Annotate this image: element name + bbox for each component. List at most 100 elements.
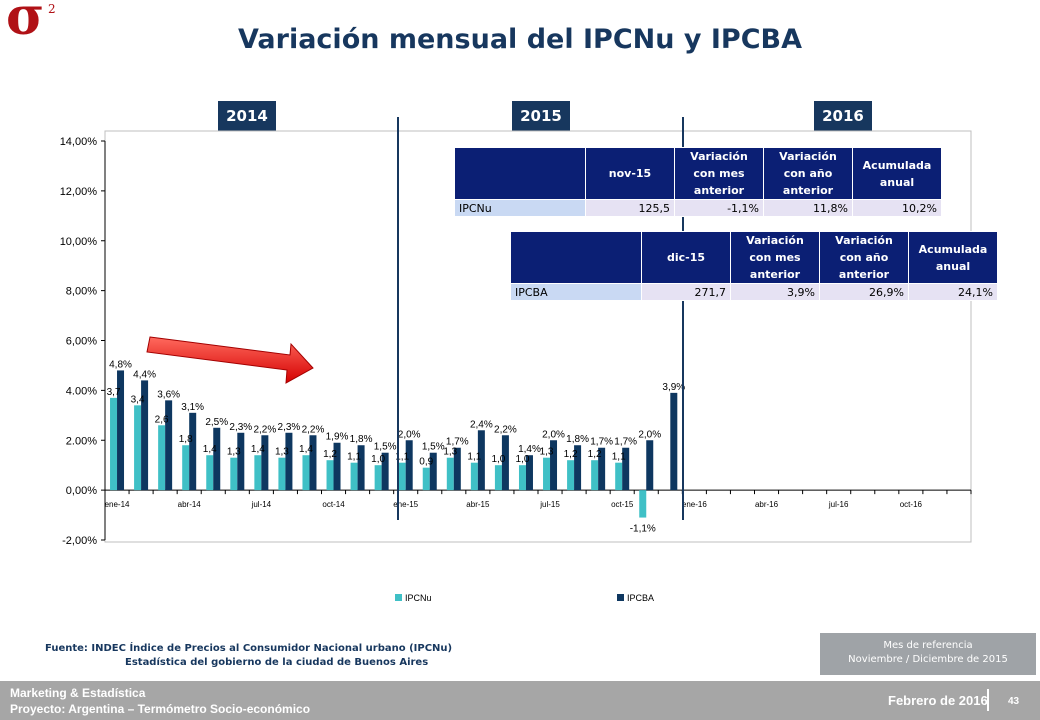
bar-ipcba — [261, 435, 269, 491]
ipcnu-table: nov-15 Variación con mes anterior Variac… — [454, 147, 942, 217]
bar-ipcnu — [110, 397, 118, 491]
bar-ipcnu — [134, 405, 142, 491]
data-label-ipcnu: 1,3 — [540, 447, 554, 458]
bar-ipcba — [381, 452, 389, 491]
bar-ipcba — [622, 447, 630, 491]
y-tick-label: -2,00% — [62, 535, 97, 547]
ipcba-header-mes: Variación con mes anterior — [730, 231, 820, 284]
footer-line-2: Proyecto: Argentina – Termómetro Socio-e… — [10, 702, 311, 716]
bar-ipcba — [237, 432, 245, 491]
bar-ipcba — [574, 445, 582, 491]
x-tick-label: jul-14 — [251, 500, 272, 509]
bar-ipcba — [165, 400, 173, 491]
bar-ipcba — [141, 380, 149, 491]
bar-ipcnu — [470, 462, 478, 491]
bar-ipcnu — [254, 455, 262, 491]
data-label-ipcba: 4,8% — [109, 359, 132, 370]
year-label-2015: 2015 — [512, 101, 570, 131]
data-label-ipcba: 1,7% — [446, 437, 469, 448]
ipcba-header-period: dic-15 — [641, 231, 731, 284]
data-label-ipcba: 1,7% — [590, 437, 613, 448]
bar-ipcnu — [374, 465, 382, 491]
bar-ipcnu — [422, 467, 430, 491]
ipcnu-header-acum: Acumulada anual — [852, 147, 942, 200]
footer-bar: Marketing & Estadística Proyecto: Argent… — [0, 681, 1040, 720]
x-tick-label: oct-15 — [611, 500, 634, 509]
ipcnu-row-label: IPCNu — [454, 199, 586, 217]
footer-date: Febrero de 2016 — [888, 693, 988, 708]
bar-ipcnu — [615, 462, 623, 491]
x-tick-label: ene-14 — [105, 500, 130, 509]
data-label-ipcba: 2,4% — [470, 419, 493, 430]
bar-ipcba — [405, 440, 413, 491]
page-title: Variación mensual del IPCNu y IPCBA — [238, 24, 802, 55]
x-tick-label: abr-14 — [178, 500, 202, 509]
reference-line-2: Noviembre / Diciembre de 2015 — [848, 654, 1008, 665]
data-label-ipcnu: 1,3 — [275, 447, 289, 458]
data-label-ipcnu: 2,6 — [155, 414, 169, 425]
source-note: Fuente: INDEC Índice de Precios al Consu… — [45, 643, 452, 668]
trend-arrow — [146, 336, 314, 384]
x-tick-label: abr-15 — [466, 500, 490, 509]
data-label-ipcba: 1,9% — [326, 432, 349, 443]
data-label-ipcnu: 1,1 — [347, 452, 361, 463]
data-label-ipcba: 1,5% — [374, 442, 397, 453]
data-label-ipcba: 2,0% — [398, 429, 421, 440]
y-tick-label: 8,00% — [66, 286, 97, 298]
data-label-ipcba: 1,8% — [566, 434, 589, 445]
data-label-ipcnu: 1,1 — [467, 452, 481, 463]
footer-separator — [987, 689, 989, 711]
data-label-ipcba: 1,7% — [614, 437, 637, 448]
ipcba-header-acum: Acumulada anual — [908, 231, 998, 284]
ipcba-header-blank — [510, 231, 642, 284]
data-label-ipcnu: 1,1 — [612, 452, 626, 463]
data-label-ipcba: 2,0% — [638, 429, 661, 440]
data-label-ipcnu: 1,0 — [371, 454, 385, 465]
ipcnu-header-blank — [454, 147, 586, 200]
bar-ipcnu — [446, 457, 454, 491]
bar-ipcba — [550, 440, 558, 491]
legend-label-ipcba: IPCBA — [627, 593, 654, 603]
y-tick-label: 4.00% — [66, 385, 97, 397]
ipcba-table: dic-15 Variación con mes anterior Variac… — [510, 231, 998, 301]
ipcba-row-acum: 24,1% — [908, 283, 998, 301]
bar-ipcnu — [494, 465, 502, 491]
y-tick-label: 0,00% — [66, 485, 97, 497]
ipcnu-row-mes: -1,1% — [674, 199, 764, 217]
ipcnu-row-index: 125,5 — [585, 199, 675, 217]
ipcba-row-index: 271,7 — [641, 283, 731, 301]
bar-ipcba — [333, 442, 341, 491]
data-label-ipcnu: 1,8 — [179, 434, 193, 445]
footer-line-1: Marketing & Estadística — [10, 686, 146, 700]
bar-ipcba — [213, 427, 221, 491]
page-number: 43 — [1008, 696, 1020, 707]
data-label-ipcnu: 0,9 — [419, 457, 433, 468]
ipcba-row-ano: 26,9% — [819, 283, 909, 301]
data-label-ipcba: 1,5% — [422, 442, 445, 453]
bar-ipcba — [670, 392, 678, 491]
data-label-ipcnu: 1,4 — [251, 444, 265, 455]
data-label-ipcnu: 1,2 — [323, 449, 337, 460]
data-label-ipcba: 4,4% — [133, 369, 156, 380]
bar-ipcnu — [206, 455, 214, 491]
logo-superscript: 2 — [48, 2, 56, 16]
data-label-ipcba: 1,4% — [518, 444, 541, 455]
x-tick-label: ene-15 — [393, 500, 418, 509]
data-label-ipcba: 2,2% — [302, 424, 325, 435]
data-label-ipcba: 2,2% — [253, 424, 276, 435]
bar-ipcnu — [182, 445, 190, 491]
ipcnu-header-period: nov-15 — [585, 147, 675, 200]
source-line-1: Fuente: INDEC Índice de Precios al Consu… — [45, 643, 453, 654]
year-label-2016: 2016 — [814, 101, 872, 131]
bar-ipcnu — [278, 457, 286, 491]
y-tick-label: 6,00% — [66, 336, 97, 348]
data-label-ipcba: 2,0% — [542, 429, 565, 440]
data-label-ipcba: 2,3% — [229, 422, 252, 433]
bar-ipcnu — [639, 490, 647, 518]
bar-ipcba — [117, 370, 125, 491]
bar-ipcba — [453, 447, 461, 491]
legend-swatch-ipcba — [617, 594, 624, 601]
footer-left: Marketing & Estadística Proyecto: Argent… — [10, 685, 310, 717]
data-label-ipcba: 3,9% — [662, 382, 685, 393]
bar-ipcnu — [591, 460, 599, 491]
